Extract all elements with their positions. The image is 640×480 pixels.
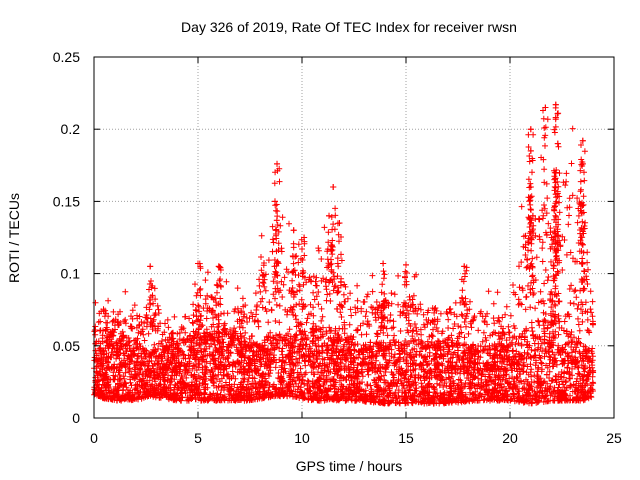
x-tick-label: 5 xyxy=(194,430,202,446)
peak-point xyxy=(195,260,201,267)
peak-point xyxy=(552,101,559,108)
data-points xyxy=(91,101,597,407)
peak-point xyxy=(579,160,586,167)
y-tick-label: 0.1 xyxy=(61,266,81,282)
x-tick-label: 10 xyxy=(294,430,310,446)
peak-point xyxy=(527,147,534,154)
peak-point xyxy=(527,126,534,133)
peak-point xyxy=(147,263,154,270)
x-tick-label: 20 xyxy=(502,430,518,446)
peak-point xyxy=(215,263,222,270)
chart-title: Day 326 of 2019, Rate Of TEC Index for r… xyxy=(181,19,517,35)
peak-point xyxy=(330,183,337,190)
peak-point xyxy=(274,160,281,167)
peak-point xyxy=(301,234,308,241)
peak-point xyxy=(579,241,586,248)
peak-point xyxy=(554,233,561,240)
peak-point xyxy=(548,234,555,241)
scatter-markers xyxy=(91,101,597,407)
peak-point xyxy=(552,169,559,176)
x-tick-label: 15 xyxy=(398,430,414,446)
x-tick-label: 0 xyxy=(90,430,98,446)
plot-frame xyxy=(93,56,615,419)
peak-point xyxy=(527,183,534,190)
y-tick-label: 0.05 xyxy=(53,338,80,354)
x-axis-label: GPS time / hours xyxy=(296,458,403,474)
peak-point xyxy=(461,263,468,270)
peak-point xyxy=(552,191,559,198)
peak-point xyxy=(542,104,549,111)
peak-point xyxy=(271,198,278,205)
y-tick-label: 0.25 xyxy=(53,49,80,65)
y-tick-labels: 0 0.05 0.1 0.15 0.2 0.25 xyxy=(53,49,80,426)
peak-point xyxy=(529,212,536,219)
peak-point xyxy=(552,114,559,121)
peak-point xyxy=(326,212,333,219)
y-axis-label: ROTI / TECUs xyxy=(6,193,22,283)
peak-point xyxy=(336,220,343,227)
peak-point xyxy=(579,137,586,144)
x-tick-labels: 0 5 10 15 20 25 xyxy=(90,430,622,446)
peak-point xyxy=(380,260,387,267)
peak-point xyxy=(577,201,584,208)
y-tick-label: 0.2 xyxy=(61,121,81,137)
peak-point xyxy=(290,227,297,234)
y-tick-label: 0 xyxy=(72,410,80,426)
peak-point xyxy=(554,140,561,147)
y-tick-label: 0.15 xyxy=(53,193,80,209)
x-tick-label: 25 xyxy=(606,430,622,446)
peak-point xyxy=(403,261,409,268)
ticks xyxy=(93,56,615,419)
